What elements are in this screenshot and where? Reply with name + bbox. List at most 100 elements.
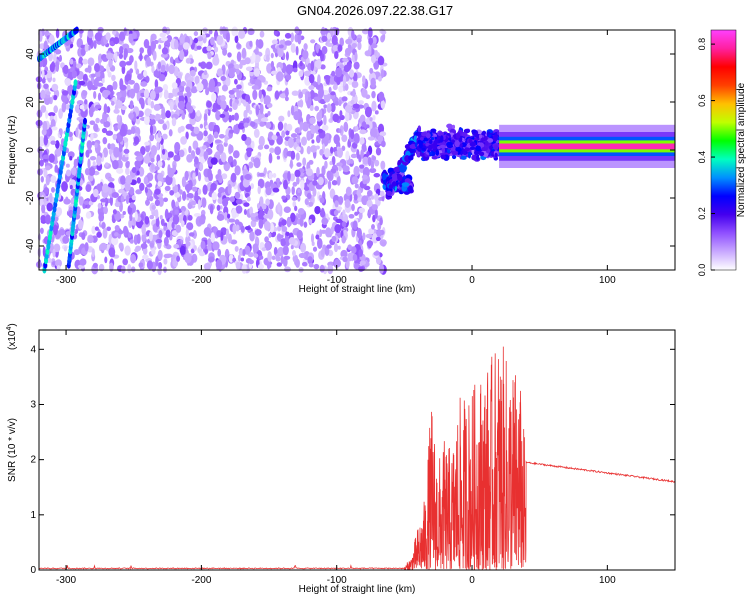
- spectrogram-cell: [283, 179, 288, 190]
- spectrogram-cell: [382, 32, 386, 42]
- spectrogram-cell: [338, 165, 342, 172]
- spectrogram-cell: [51, 83, 59, 92]
- spectrogram-cell: [235, 261, 241, 270]
- spectrogram-cell: [486, 138, 494, 143]
- spectrogram-cell: [369, 117, 373, 122]
- spectrogram-cell: [186, 222, 194, 231]
- spectrogram-cell: [234, 165, 241, 176]
- spectrogram-cell: [419, 136, 424, 141]
- spectrogram-cell: [329, 161, 333, 166]
- spectrogram-cell: [40, 105, 47, 113]
- spectrogram-cell: [401, 182, 410, 187]
- spectrogram-cell: [428, 151, 433, 155]
- spectrogram-cell: [330, 91, 336, 96]
- spectrogram-cell: [391, 181, 397, 187]
- spectrogram-cell: [326, 170, 332, 180]
- spectrogram-cell: [131, 266, 136, 273]
- spectrogram-cell: [94, 70, 101, 78]
- spectrogram-cell: [68, 209, 74, 218]
- spectrogram-cell: [231, 208, 237, 220]
- x-tick-label: 0: [469, 275, 475, 286]
- spectrogram-cell: [301, 136, 307, 146]
- spectrogram-cell: [122, 258, 129, 266]
- spectrogram-cell: [124, 73, 132, 83]
- spectrogram-cell: [39, 31, 43, 42]
- spectrogram-cell: [153, 39, 159, 45]
- spectrogram-cell: [304, 91, 309, 102]
- spectrogram-cell: [323, 114, 327, 126]
- spectrogram-cell: [135, 245, 142, 252]
- spectrogram-cell: [244, 245, 251, 255]
- spectrogram-cell: [277, 246, 285, 257]
- spectrogram-cell: [381, 30, 387, 35]
- spectrogram-cell: [352, 253, 358, 262]
- spectrogram-cell: [185, 241, 191, 247]
- svg-text:(x104): (x104): [6, 323, 18, 350]
- spectrogram-cell: [425, 142, 430, 147]
- spectrogram-cell: [53, 153, 58, 165]
- spectrogram-cell: [101, 127, 108, 134]
- spectrogram-cell: [55, 61, 60, 73]
- spectrogram-cell: [295, 45, 299, 56]
- spectrogram-cell: [277, 121, 284, 131]
- spectrogram-cell: [288, 237, 296, 245]
- spectrogram-cell: [188, 145, 192, 154]
- spectrogram-cell: [243, 208, 247, 216]
- spectrogram-cell: [440, 135, 444, 143]
- spectrogram-cell: [309, 89, 315, 100]
- spectrogram-cell: [52, 77, 56, 83]
- spectrogram-cell: [295, 258, 300, 268]
- spectrogram-cell: [143, 154, 151, 164]
- spectrogram-cell: [249, 231, 255, 242]
- spectrogram-cell: [232, 102, 238, 111]
- spectrogram-cell: [212, 102, 217, 113]
- spectrogram-cell: [63, 64, 69, 75]
- spectrogram-cell: [159, 32, 167, 38]
- spectrogram-cell: [50, 175, 57, 184]
- spectrogram-cell: [112, 133, 118, 140]
- spectrogram-cell: [157, 160, 163, 168]
- spectrogram-cell: [313, 96, 320, 102]
- spectrogram-cell: [150, 144, 157, 156]
- spectrogram-cell: [201, 197, 207, 208]
- spectrogram-cell: [193, 37, 199, 44]
- spectrogram-cell: [236, 84, 242, 90]
- spectrogram-cell: [336, 162, 343, 167]
- spectrogram-cell: [300, 242, 307, 253]
- spectrogram-cell: [149, 133, 155, 142]
- spectrogram-cell: [94, 226, 99, 231]
- spectrogram-cell: [134, 211, 138, 222]
- spectrogram-cell: [100, 198, 108, 203]
- spectrogram-cell: [120, 123, 126, 135]
- spectrogram-x-ticks: -300 -200 -100 0 100: [56, 30, 616, 286]
- spectrogram-cell: [97, 202, 102, 209]
- spectrogram-cell: [310, 39, 316, 44]
- spectrogram-cell: [162, 84, 169, 91]
- spectrogram-cell: [169, 189, 175, 196]
- spectrogram-cell: [157, 119, 165, 125]
- spectrogram-cell: [333, 243, 339, 253]
- spectrogram-cell: [263, 167, 267, 175]
- spectrogram-cell: [199, 162, 204, 171]
- spectrogram-cell: [442, 141, 446, 145]
- spectrogram-cell: [291, 196, 297, 201]
- spectrogram-cell: [374, 159, 380, 167]
- spectrogram-cell: [142, 247, 148, 256]
- spectrogram-cell: [86, 140, 92, 150]
- spectrogram-cell: [116, 167, 124, 174]
- spectrogram-cell: [259, 30, 265, 38]
- spectrogram-cell: [393, 166, 401, 173]
- spectrogram-cell: [218, 143, 224, 154]
- spectrogram-cell: [321, 124, 329, 131]
- spectrogram-cell: [38, 136, 45, 147]
- spectrogram-cell: [53, 52, 57, 63]
- spectrogram-cell: [73, 158, 78, 169]
- spectrogram-cell: [92, 188, 99, 198]
- spectrogram-y-label: Frequency (Hz): [7, 116, 18, 185]
- spectrogram-cell: [325, 227, 332, 238]
- spectrogram-cell: [158, 229, 163, 239]
- spectrogram-cell: [185, 57, 191, 64]
- spectrogram-cell: [314, 60, 320, 68]
- spectrogram-cell: [296, 229, 303, 240]
- spectrogram-cell: [186, 101, 191, 111]
